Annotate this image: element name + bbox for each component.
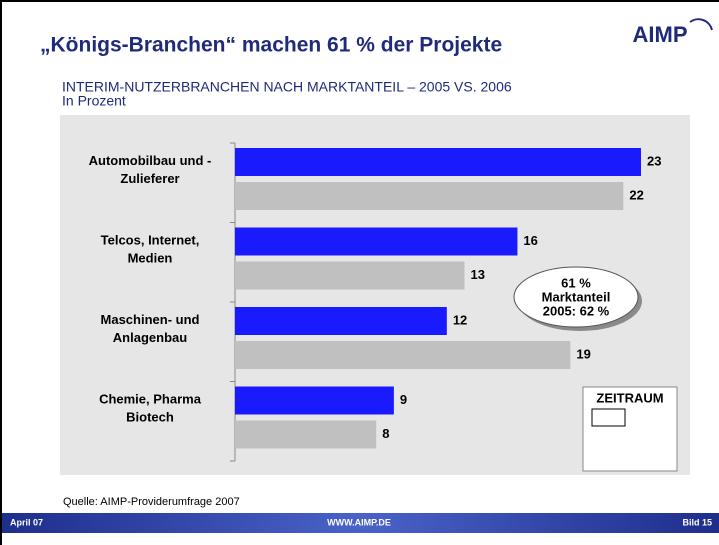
bar xyxy=(235,341,571,369)
category-line: Zulieferer xyxy=(120,171,179,186)
value-label: 22 xyxy=(629,187,643,202)
value-label: 19 xyxy=(576,346,590,361)
category-line: Automobilbau und - xyxy=(89,153,212,168)
value-label: 23 xyxy=(647,153,661,168)
category-line: Chemie, Pharma xyxy=(99,392,202,407)
footer-bar xyxy=(2,513,719,533)
annotation: Marktanteil xyxy=(542,289,611,304)
title: „Königs-Branchen“ machen 61 % der Projek… xyxy=(40,34,502,57)
bar xyxy=(235,182,624,210)
category-line: Biotech xyxy=(126,410,174,425)
legend xyxy=(582,386,678,472)
value-label: 8 xyxy=(382,426,389,441)
unit-label: In Prozent xyxy=(62,93,126,109)
bar xyxy=(235,420,377,449)
annotation: 2005: 62 % xyxy=(543,303,610,318)
value-label: 13 xyxy=(470,267,484,282)
category-label: Maschinen- und Anlagenbau xyxy=(101,312,200,345)
subtitle: INTERIM-NUTZERBRANCHEN NACH MARKTANTEIL … xyxy=(62,79,512,95)
category-label: Telcos, Internet, Medien xyxy=(101,233,200,266)
category-line: Maschinen- und xyxy=(101,312,200,327)
annotation-bubble xyxy=(513,266,639,328)
footer-center: WWW.AIMP.DE xyxy=(327,517,391,527)
legend-title: ZEITRAUM xyxy=(596,390,663,405)
annotation: 61 % xyxy=(561,275,591,290)
chart: Automobilbau und - Zulieferer 23 22 Telcos, … xyxy=(89,142,667,469)
value-label: 9 xyxy=(400,392,407,407)
category-line: Anlagenbau xyxy=(113,330,187,345)
bar xyxy=(235,148,641,176)
category-line: Medien xyxy=(128,251,173,266)
value-label: 16 xyxy=(523,233,537,248)
value-label: 12 xyxy=(453,312,467,327)
footer-left: April 07 xyxy=(10,517,43,527)
bar xyxy=(235,261,465,290)
logo: AIMP xyxy=(633,22,688,47)
logo-arc xyxy=(689,18,713,31)
bar xyxy=(235,386,394,415)
bar xyxy=(235,227,518,256)
legend-swatch xyxy=(591,408,626,427)
source: Quelle: AIMP-Providerumfrage 2007 xyxy=(63,496,240,508)
bar xyxy=(235,307,447,335)
category-label: Automobilbau und - Zulieferer xyxy=(89,153,212,186)
footer-right: Bild 15 xyxy=(682,517,712,527)
category-label: Chemie, Pharma Biotech xyxy=(99,392,202,425)
category-line: Telcos, Internet, xyxy=(101,233,200,248)
